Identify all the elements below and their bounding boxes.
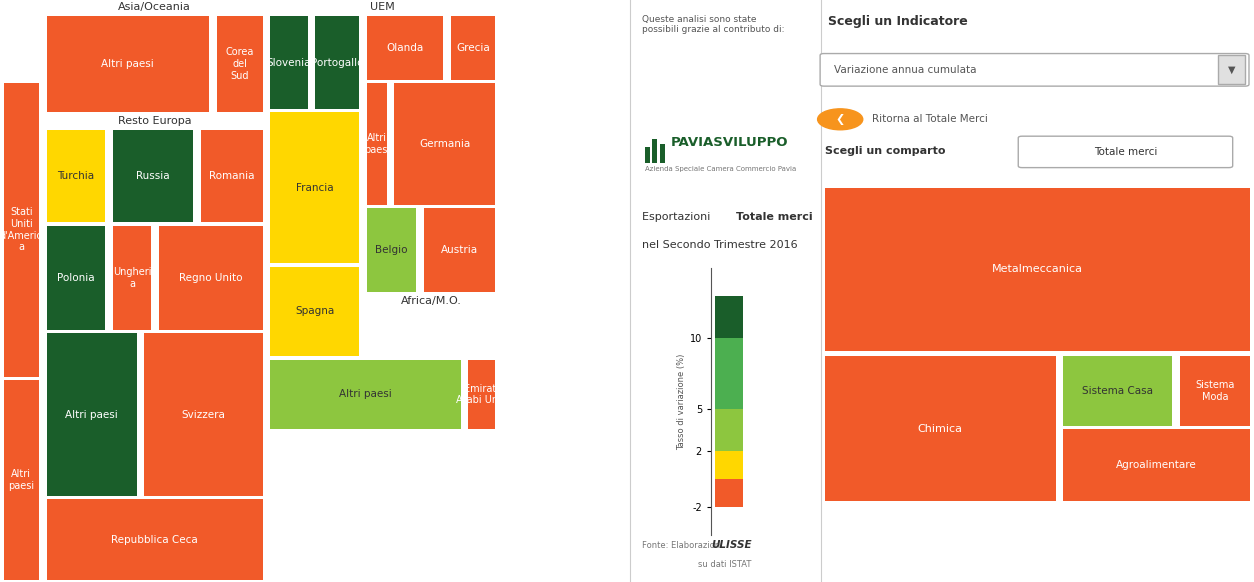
Bar: [715, 451, 742, 479]
Bar: [270, 16, 307, 109]
Text: Fonte: Elaborazioni: Fonte: Elaborazioni: [642, 541, 727, 550]
Bar: [652, 139, 657, 163]
Text: Scegli un Indicatore: Scegli un Indicatore: [828, 15, 967, 27]
Text: ▼: ▼: [1228, 65, 1235, 75]
Text: Altri paesi: Altri paesi: [65, 410, 118, 420]
Bar: [394, 83, 495, 205]
Circle shape: [818, 109, 863, 130]
Text: su dati ISTAT: su dati ISTAT: [698, 560, 752, 569]
Text: Agroalimentare: Agroalimentare: [1116, 460, 1198, 470]
Text: Ungheri
a: Ungheri a: [113, 267, 152, 289]
Bar: [715, 409, 742, 451]
Bar: [825, 188, 1250, 351]
Text: Spagna: Spagna: [295, 306, 335, 317]
Bar: [158, 226, 262, 330]
Text: Variazione annua cumulata: Variazione annua cumulata: [834, 65, 977, 75]
Text: Chimica: Chimica: [918, 424, 963, 434]
Text: Grecia: Grecia: [456, 43, 490, 53]
Text: Romania: Romania: [209, 171, 255, 181]
Text: Portogallo: Portogallo: [311, 58, 364, 68]
Text: Olanda: Olanda: [386, 43, 424, 53]
Text: Regno Unito: Regno Unito: [179, 273, 242, 283]
Bar: [715, 479, 742, 508]
Bar: [46, 226, 105, 330]
Bar: [468, 360, 495, 429]
Text: Francia: Francia: [296, 183, 334, 193]
Text: Slovenia: Slovenia: [267, 58, 311, 68]
Bar: [217, 16, 262, 112]
Text: Africa/M.O.: Africa/M.O.: [401, 296, 461, 306]
Bar: [4, 380, 39, 580]
Bar: [715, 296, 742, 338]
Text: Russia: Russia: [137, 171, 169, 181]
Text: Turchia: Turchia: [58, 171, 94, 181]
Text: Sistema Casa: Sistema Casa: [1082, 386, 1154, 396]
Text: Esportazioni: Esportazioni: [642, 212, 714, 222]
Text: Queste analisi sono state
possibili grazie al contributo di:: Queste analisi sono state possibili graz…: [642, 15, 785, 34]
Text: Azienda Speciale Camera Commercio Pavia: Azienda Speciale Camera Commercio Pavia: [645, 166, 796, 172]
Bar: [1063, 430, 1250, 501]
Text: ULISSE: ULISSE: [711, 540, 751, 550]
Text: Altri paesi: Altri paesi: [102, 59, 154, 69]
Bar: [450, 16, 495, 80]
FancyBboxPatch shape: [820, 54, 1249, 86]
Bar: [270, 112, 360, 263]
Text: Altri paesi: Altri paesi: [339, 389, 391, 399]
Bar: [4, 83, 39, 377]
Bar: [424, 208, 495, 292]
Bar: [144, 333, 262, 496]
Bar: [46, 130, 105, 222]
Text: Sistema
Moda: Sistema Moda: [1195, 380, 1235, 402]
Bar: [1180, 356, 1250, 426]
Text: Repubblica Ceca: Repubblica Ceca: [112, 535, 198, 545]
FancyBboxPatch shape: [1018, 136, 1233, 168]
Text: Emirati
Arabi Uniti: Emirati Arabi Uniti: [456, 384, 508, 405]
Bar: [315, 16, 360, 109]
Bar: [645, 147, 650, 163]
Text: Ritorna al Totale Merci: Ritorna al Totale Merci: [872, 114, 987, 125]
FancyBboxPatch shape: [1218, 55, 1245, 84]
Bar: [270, 267, 360, 356]
Text: Austria: Austria: [441, 245, 478, 255]
Text: UEM: UEM: [370, 2, 395, 12]
Text: PAVIASVILUPPO: PAVIASVILUPPO: [671, 136, 789, 149]
Text: Totale merci: Totale merci: [1093, 147, 1157, 157]
Bar: [113, 130, 193, 222]
Bar: [367, 83, 386, 205]
Bar: [270, 360, 460, 429]
Text: Germania: Germania: [419, 139, 470, 149]
Bar: [367, 16, 443, 80]
Bar: [46, 499, 262, 580]
Y-axis label: Tasso di variazione (%): Tasso di variazione (%): [677, 353, 686, 450]
Text: Svizzera: Svizzera: [182, 410, 226, 420]
Text: Asia/Oceania: Asia/Oceania: [118, 2, 191, 12]
Text: Altri
paesi: Altri paesi: [9, 469, 34, 491]
Bar: [367, 208, 416, 292]
Bar: [46, 333, 137, 496]
Bar: [715, 338, 742, 409]
Text: Resto Europa: Resto Europa: [118, 116, 192, 126]
Bar: [201, 130, 262, 222]
Text: Polonia: Polonia: [56, 273, 94, 283]
Text: Metalmeccanica: Metalmeccanica: [992, 264, 1083, 274]
Bar: [825, 356, 1056, 501]
Bar: [46, 16, 209, 112]
Bar: [1063, 356, 1172, 426]
Text: Stati
Uniti
d'Americ
a: Stati Uniti d'Americ a: [0, 208, 43, 252]
Bar: [113, 226, 150, 330]
Text: Totale merci: Totale merci: [736, 212, 813, 222]
Text: Corea
del
Sud: Corea del Sud: [226, 47, 253, 81]
Text: Altri
paesi: Altri paesi: [364, 133, 390, 155]
Text: Scegli un comparto: Scegli un comparto: [825, 146, 946, 157]
Bar: [660, 144, 665, 163]
Text: Belgio: Belgio: [375, 245, 408, 255]
Text: nel Secondo Trimestre 2016: nel Secondo Trimestre 2016: [642, 240, 798, 250]
Text: ❮: ❮: [835, 114, 845, 125]
